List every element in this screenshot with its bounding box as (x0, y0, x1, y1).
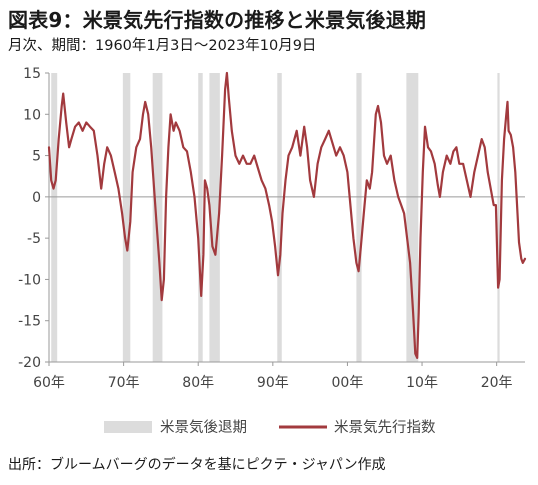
y-tick-label: 10 (23, 107, 41, 123)
x-tick-label: 90年 (257, 375, 289, 391)
y-tick-label: -10 (18, 272, 41, 288)
y-tick-label: 5 (32, 149, 41, 165)
y-tick-label: -15 (18, 314, 41, 330)
chart: 15 10 5 0 -5 -10 -15 -20 60年 70年 80年 90年 00年 10年 20年 米… (18, 66, 527, 436)
recession-band-4 (209, 73, 220, 362)
recession-band-6 (356, 73, 362, 362)
x-tick-label: 10年 (406, 375, 438, 391)
recession-band-5 (277, 73, 282, 362)
recession-band-2 (152, 73, 163, 362)
source-note: 出所：ブルームバーグのデータを基にピクテ・ジャパン作成 (8, 457, 386, 473)
chart-title: 図表9：米景気先行指数の推移と米景気後退期 (8, 8, 427, 32)
x-tick-label: 70年 (108, 375, 140, 391)
x-tick-label: 20年 (481, 375, 513, 391)
chart-subtitle: 月次、期間：1960年1月3日～2023年10月9日 (8, 38, 317, 54)
series-lines (47, 71, 527, 359)
y-tick-label: -5 (27, 231, 41, 247)
x-tick-label: 60年 (33, 375, 65, 391)
legend-swatch-recession (104, 421, 152, 433)
x-tick-label: 00年 (332, 375, 364, 391)
y-tick-label: 15 (23, 66, 41, 82)
legend: 米景気後退期 米景気先行指数 (104, 419, 436, 436)
recession-band-7 (406, 73, 419, 362)
recession-band-1 (122, 73, 131, 362)
legend-label-line: 米景気先行指数 (334, 419, 436, 436)
x-tick-label: 80年 (182, 375, 214, 391)
recession-bands (51, 73, 500, 362)
series-line-0 (47, 71, 527, 359)
legend-swatch-line (279, 425, 327, 429)
recession-band-3 (198, 73, 203, 362)
y-tick-label: -20 (18, 355, 41, 371)
recession-band-8 (497, 73, 500, 362)
axes: 15 10 5 0 -5 -10 -15 -20 60年 70年 80年 90年 00年 10年 20年 (18, 66, 525, 391)
y-tick-label: 0 (32, 190, 41, 206)
legend-label-recession: 米景気後退期 (160, 419, 247, 436)
recession-band-0 (51, 73, 58, 362)
